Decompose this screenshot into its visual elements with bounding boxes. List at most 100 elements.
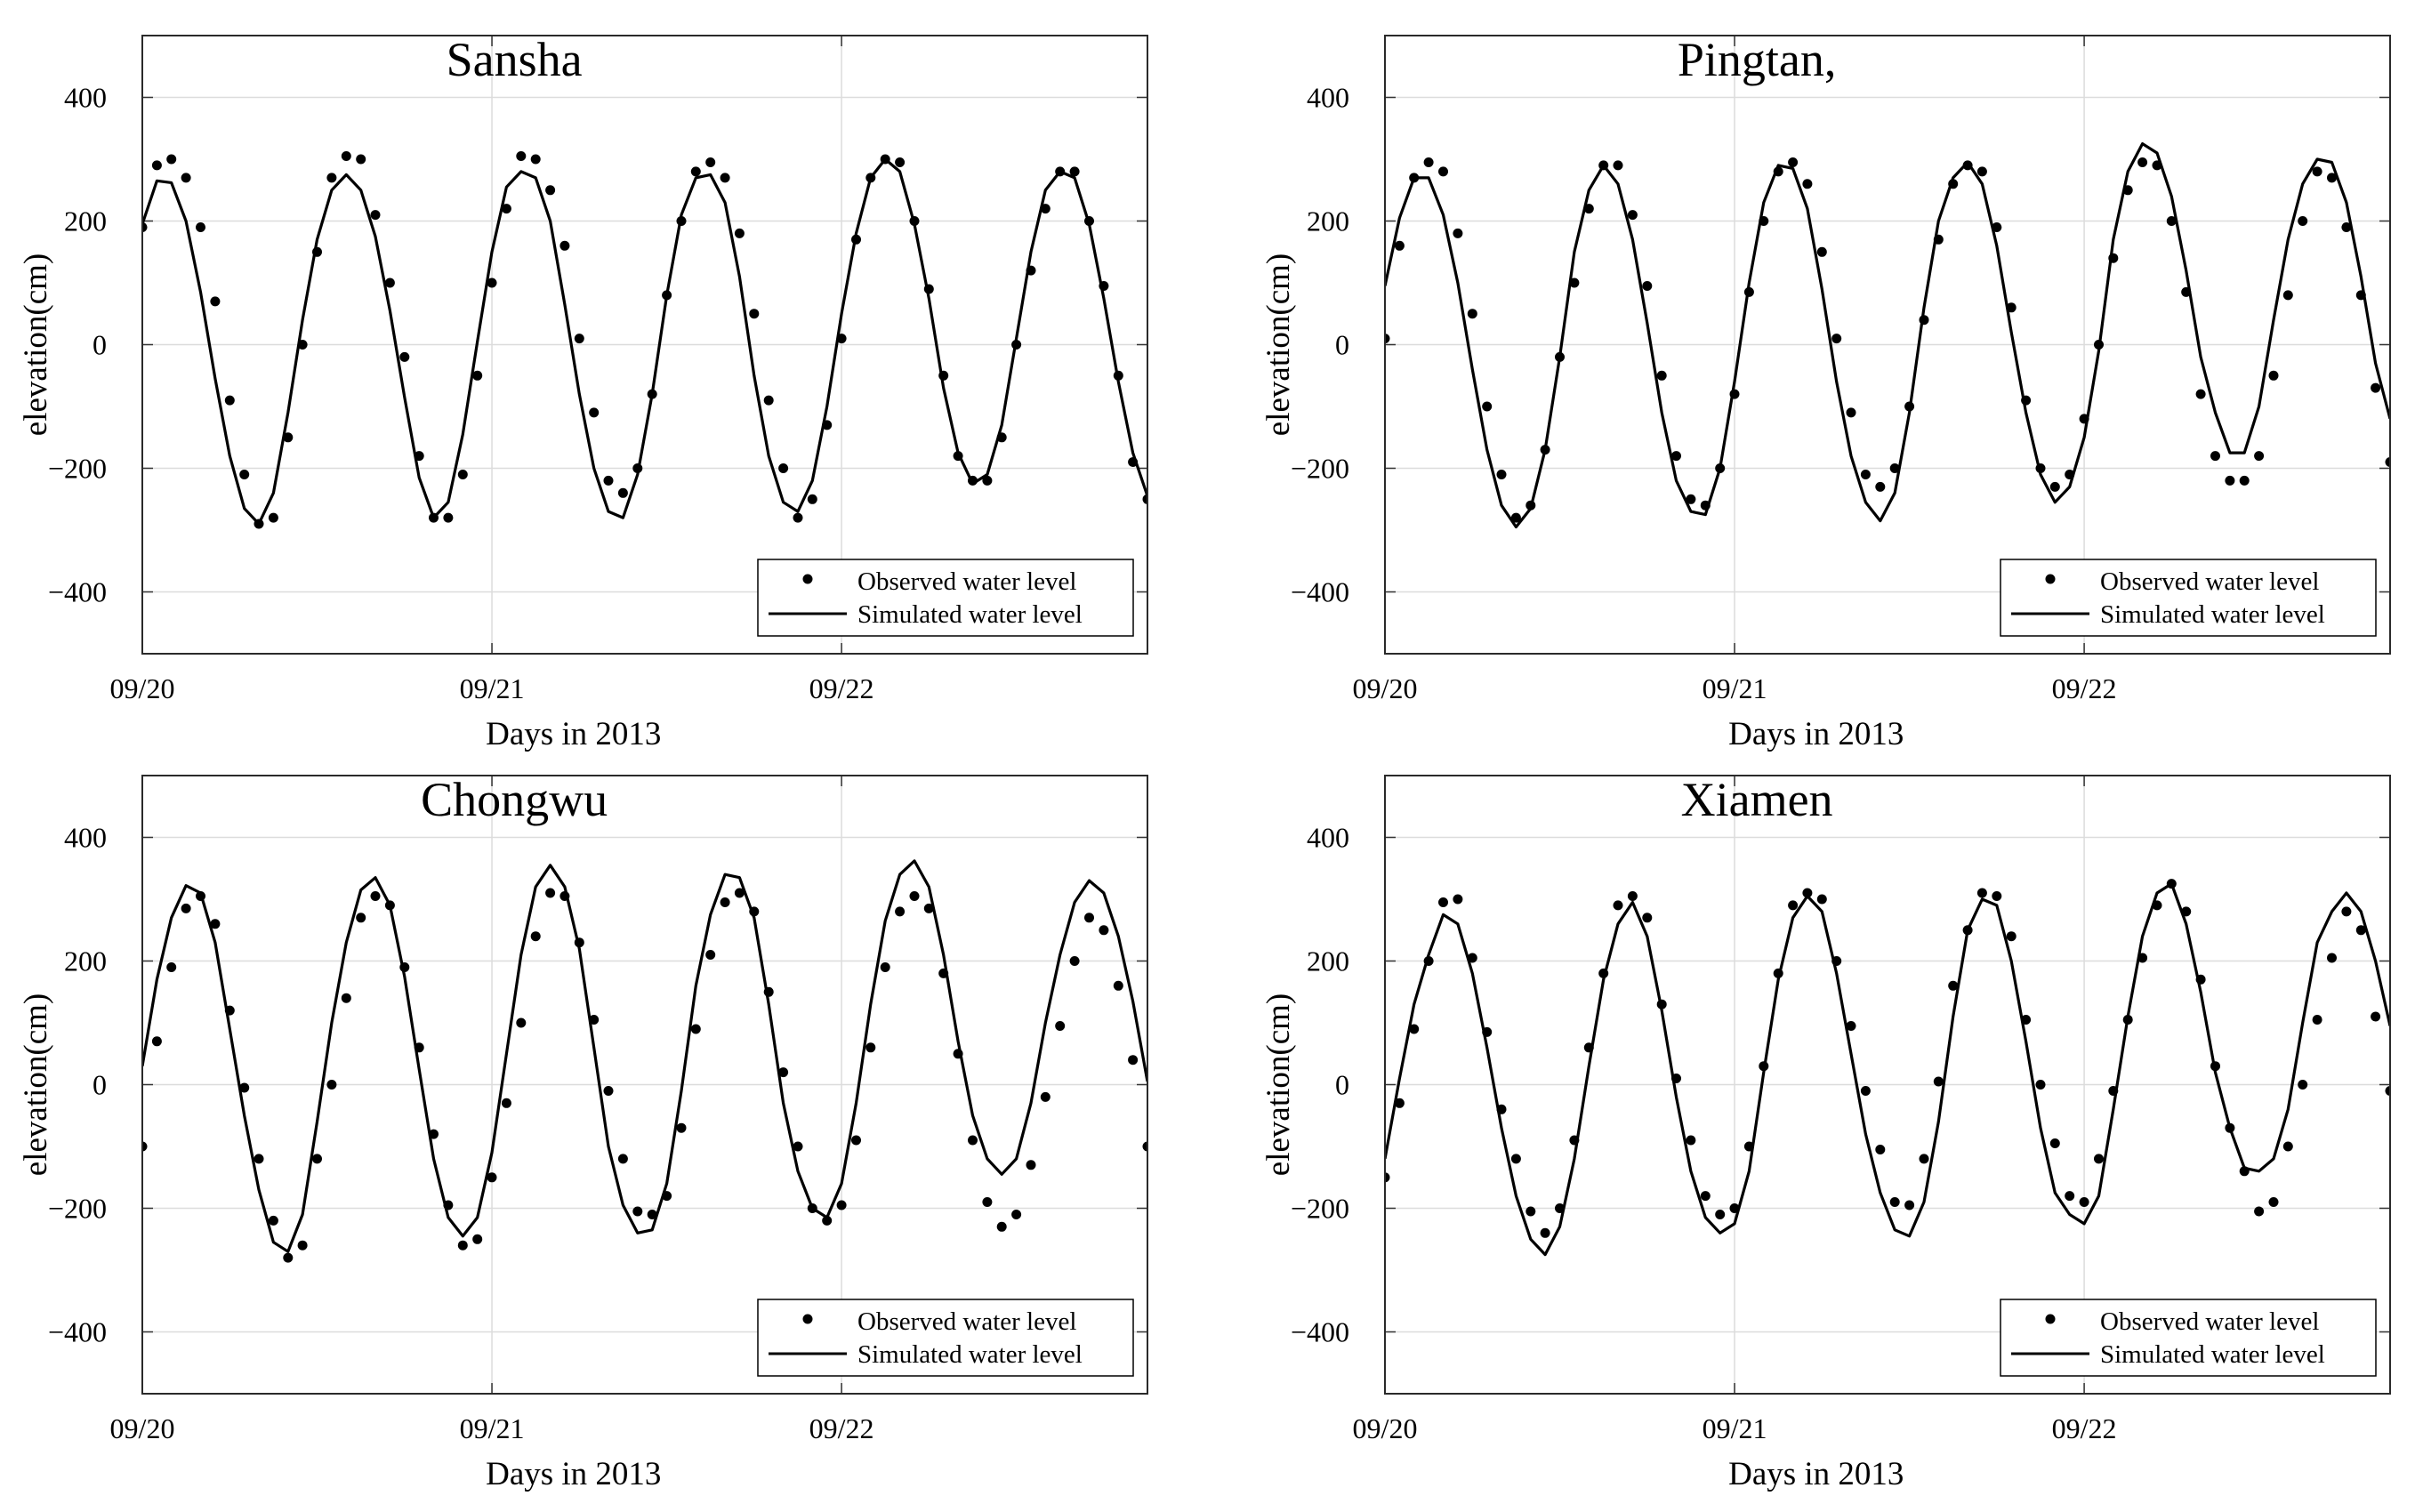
legend-label-simulated-water-level: Simulated water level	[2100, 1340, 2325, 1369]
y-tick-label: 400	[1307, 822, 1349, 854]
observed-point	[1948, 980, 1959, 991]
observed-point	[1569, 277, 1580, 288]
observed-point	[326, 1080, 337, 1090]
observed-point	[2371, 382, 2381, 393]
observed-point	[865, 1042, 876, 1053]
observed-point	[370, 891, 381, 901]
observed-point	[472, 1234, 483, 1244]
observed-point	[545, 185, 556, 196]
y-tick-label: 400	[64, 822, 107, 854]
axes-frame	[141, 35, 1148, 655]
y-tick-label: 400	[64, 82, 107, 114]
observed-point	[2327, 173, 2337, 183]
y-tick-label: 200	[64, 945, 107, 977]
observed-point	[2268, 370, 2279, 381]
observed-point	[1099, 925, 1109, 936]
observed-point	[370, 210, 381, 221]
observed-point	[166, 962, 177, 972]
observed-point	[647, 1210, 657, 1219]
observed-point	[1438, 897, 1448, 907]
observed-point	[2298, 216, 2308, 226]
observed-point	[1011, 1210, 1022, 1219]
observed-point	[1816, 894, 1827, 905]
chart-title: Xiamen	[1681, 773, 1833, 826]
y-tick-label: −400	[48, 576, 107, 608]
observed-point	[2049, 1138, 2060, 1148]
axes-frame	[1384, 35, 2391, 655]
observed-point	[1976, 166, 1987, 177]
legend-label-observed-water-level: Observed water level	[857, 567, 1076, 596]
observed-point	[690, 1024, 701, 1034]
observed-point	[690, 166, 701, 177]
observed-point	[1113, 980, 1123, 991]
observed-point	[982, 475, 993, 486]
observed-point	[1453, 228, 1463, 238]
observed-point	[1933, 1076, 1944, 1087]
observed-point	[1802, 888, 1813, 898]
observed-point	[516, 151, 527, 161]
observed-point	[1525, 1206, 1536, 1217]
observed-point	[341, 993, 351, 1003]
observed-point	[2254, 451, 2265, 462]
chart-title: Chongwu	[421, 773, 608, 826]
observed-point	[384, 277, 395, 288]
observed-point	[501, 204, 511, 214]
observed-point	[574, 334, 584, 344]
observed-point	[705, 157, 716, 167]
observed-point	[399, 351, 410, 362]
observed-point	[982, 1197, 993, 1207]
observed-point	[793, 1141, 803, 1152]
x-tick-label: 09/22	[2052, 672, 2117, 704]
observed-point	[181, 173, 191, 183]
observed-point	[1613, 900, 1623, 911]
observed-point	[1467, 309, 1477, 319]
observed-point	[793, 512, 803, 523]
legend-label-simulated-water-level: Simulated water level	[857, 1340, 1083, 1369]
observed-point	[895, 906, 906, 917]
y-axis-label: elevation(cm)	[1260, 253, 1297, 436]
observed-point	[487, 1172, 497, 1183]
y-tick-label: 400	[1307, 82, 1349, 114]
observed-point	[1889, 1197, 1900, 1207]
legend-box	[757, 1299, 1134, 1377]
y-tick-label: −400	[1291, 576, 1349, 608]
plot-data	[1385, 879, 2390, 1257]
observed-point	[705, 950, 716, 960]
legend-marker-icon	[802, 1314, 813, 1324]
observed-point	[1976, 888, 1987, 898]
chart-title: Sansha	[447, 33, 583, 86]
observed-point	[1860, 470, 1871, 479]
observed-point	[181, 903, 191, 913]
y-tick-label: −200	[48, 453, 107, 485]
x-tick-label: 09/21	[1703, 1412, 1767, 1444]
x-tick-label: 09/20	[110, 672, 175, 704]
y-axis-label: elevation(cm)	[1260, 993, 1297, 1176]
observed-point	[1860, 1086, 1871, 1096]
legend: Observed water level Simulated water leve…	[757, 1299, 1134, 1377]
x-tick-label: 09/22	[809, 1412, 874, 1444]
observed-point	[1394, 1098, 1405, 1108]
y-tick-label: 0	[93, 1069, 107, 1101]
observed-point	[1642, 281, 1653, 291]
observed-point	[1453, 894, 1463, 905]
observed-point	[268, 1215, 278, 1226]
observed-point	[734, 228, 745, 238]
legend-marker-icon	[2045, 1314, 2056, 1324]
observed-point	[1510, 512, 1521, 523]
observed-point	[559, 240, 570, 251]
observed-point	[1627, 210, 1638, 221]
series-line-simulated	[1385, 142, 2390, 529]
observed-point	[676, 1122, 687, 1133]
y-tick-label: −400	[48, 1316, 107, 1348]
legend: Observed water level Simulated water leve…	[2000, 559, 2377, 637]
observed-point	[1656, 370, 1667, 381]
observed-point	[1084, 913, 1094, 923]
observed-point	[224, 395, 235, 406]
legend-marker-icon	[2045, 574, 2056, 584]
observed-point	[1889, 463, 1900, 473]
observed-point	[297, 1240, 308, 1251]
x-tick-label: 09/20	[110, 1412, 175, 1444]
legend: Observed water level Simulated water leve…	[2000, 1299, 2377, 1377]
legend-label-simulated-water-level: Simulated water level	[2100, 600, 2325, 629]
observed-point	[1642, 913, 1653, 923]
